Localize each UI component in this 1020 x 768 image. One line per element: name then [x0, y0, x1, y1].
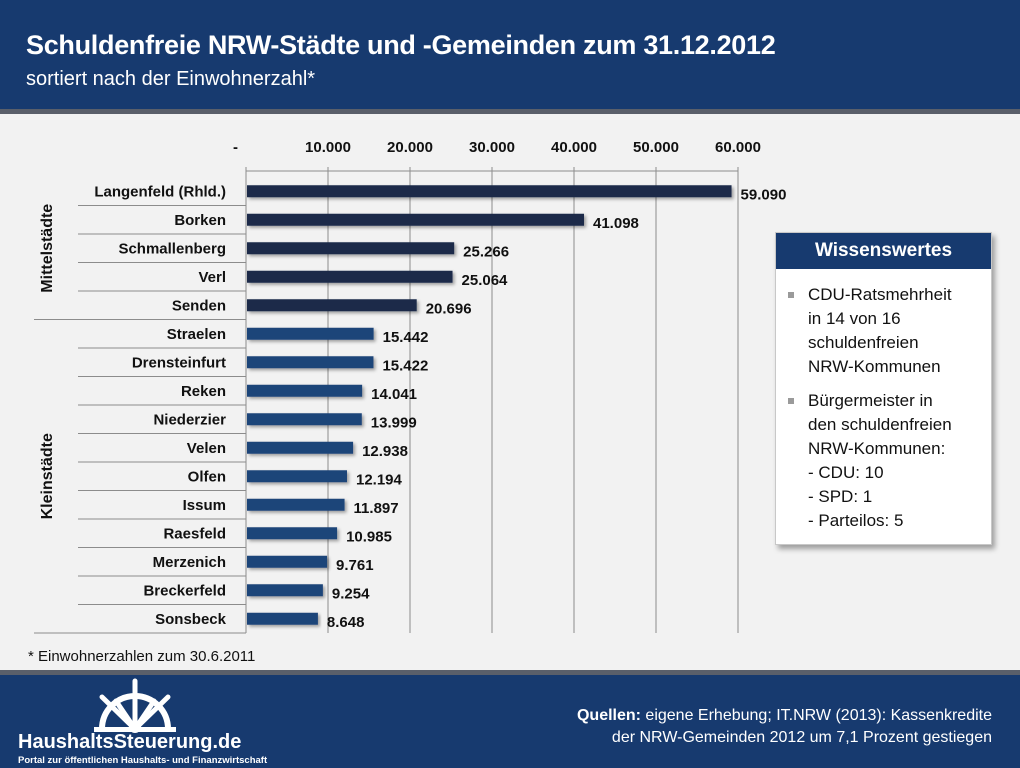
value-label: 8.648: [327, 614, 365, 631]
category-label: Breckerfeld: [143, 582, 226, 599]
bullet-icon: [788, 398, 794, 404]
ship-wheel-icon: [94, 678, 176, 733]
bar: [247, 584, 323, 597]
value-label: 59.090: [741, 186, 787, 203]
value-label: 25.266: [463, 243, 509, 260]
page-subtitle: sortiert nach der Einwohnerzahl*: [26, 68, 316, 90]
value-label: 15.422: [382, 357, 428, 374]
value-label: 9.761: [336, 557, 374, 574]
category-label: Straelen: [167, 326, 226, 343]
info-box-line: den schuldenfreien: [808, 415, 952, 434]
bar: [247, 555, 328, 568]
bar-chart: - 10.000 20.000 30.000 40.000 50.000 60.000 Mit…: [0, 120, 1020, 660]
logo-tagline: Portal zur öffentlichen Haushalts- und F…: [18, 755, 268, 766]
bar: [247, 356, 374, 369]
bar: [247, 384, 363, 397]
info-box-line: - SPD: 1: [808, 487, 873, 506]
bar: [247, 213, 585, 226]
category-label: Langenfeld (Rhld.): [94, 183, 226, 200]
x-tick-label: 30.000: [469, 139, 515, 156]
bullet-icon: [788, 292, 794, 298]
category-label: Senden: [172, 297, 226, 314]
info-box-line: CDU-Ratsmehrheit: [808, 285, 952, 304]
bar: [247, 185, 732, 198]
sources-text-1: eigene Erhebung; IT.NRW (2013): Kassenkr…: [640, 707, 992, 724]
bar: [247, 612, 318, 625]
category-label: Schmallenberg: [118, 240, 226, 257]
footnote: * Einwohnerzahlen zum 30.6.2011: [28, 648, 256, 665]
info-box-line: schuldenfreien: [808, 333, 919, 352]
info-box-item: CDU-Ratsmehrheit in 14 von 16 schuldenfrei…: [788, 283, 981, 379]
category-label: Raesfeld: [163, 525, 226, 542]
logo-name: HaushaltsSteuerung.de: [18, 731, 242, 753]
category-label: Drensteinfurt: [132, 354, 226, 371]
value-label: 13.999: [371, 414, 417, 431]
info-box-line: in 14 von 16: [808, 309, 901, 328]
info-box-title: Wissenswertes: [776, 233, 991, 269]
bar: [247, 441, 354, 454]
sources-line-2: der NRW-Gemeinden 2012 um 7,1 Prozent ge…: [611, 729, 992, 746]
group-label: Kleinstädte: [39, 433, 56, 519]
sources-label: Quellen:: [576, 707, 641, 724]
value-label: 41.098: [593, 215, 639, 232]
group-label: Mittelstädte: [39, 204, 56, 293]
x-tick-label: 60.000: [715, 139, 761, 156]
bar: [247, 270, 453, 283]
chart-svg: - 10.000 20.000 30.000 40.000 50.000 60.000 Mit…: [34, 139, 787, 634]
value-label: 15.442: [383, 329, 429, 346]
footer-band: HaushaltsSteuerung.de Portal zur öffentl…: [0, 670, 1020, 768]
value-label: 12.938: [362, 443, 408, 460]
info-box-line: NRW-Kommunen:: [808, 439, 946, 458]
header-band: Schuldenfreie NRW-Städte und -Gemeinden …: [0, 0, 1020, 114]
category-label: Borken: [174, 212, 226, 229]
bar: [247, 242, 455, 255]
x-tick-label: -: [233, 139, 238, 156]
category-label: Olfen: [188, 468, 226, 485]
value-label: 14.041: [371, 386, 417, 403]
x-tick-label: 40.000: [551, 139, 597, 156]
bar: [247, 498, 345, 511]
category-label: Verl: [198, 269, 226, 286]
info-box: Wissenswertes CDU-Ratsmehrheit in 14 von …: [775, 232, 992, 545]
info-box-line: NRW-Kommunen: [808, 357, 941, 376]
bar: [247, 299, 417, 312]
info-box-item: Bürgermeister in den schuldenfreien NRW-Ko…: [788, 389, 981, 533]
x-tick-label: 50.000: [633, 139, 679, 156]
category-label: Issum: [183, 497, 226, 514]
value-label: 9.254: [332, 585, 370, 602]
category-label: Reken: [181, 383, 226, 400]
bar: [247, 413, 362, 426]
value-label: 10.985: [346, 528, 392, 545]
bar: [247, 327, 374, 340]
sources-text: Quellen: eigene Erhebung; IT.NRW (2013):…: [577, 705, 992, 749]
category-label: Niederzier: [153, 411, 226, 428]
sources-line-1: Quellen: eigene Erhebung; IT.NRW (2013):…: [577, 705, 992, 727]
category-label: Velen: [187, 440, 226, 457]
x-tick-label: 10.000: [305, 139, 351, 156]
info-box-line: - Parteilos: 5: [808, 511, 904, 530]
bar: [247, 527, 338, 540]
x-tick-label: 20.000: [387, 139, 433, 156]
category-label: Sonsbeck: [155, 611, 227, 628]
value-label: 25.064: [462, 272, 509, 289]
bar: [247, 470, 347, 483]
value-label: 20.696: [426, 300, 472, 317]
info-box-list: CDU-Ratsmehrheit in 14 von 16 schuldenfrei…: [776, 269, 991, 533]
page-title: Schuldenfreie NRW-Städte und -Gemeinden …: [26, 30, 776, 60]
value-label: 11.897: [354, 500, 399, 517]
info-box-line: - CDU: 10: [808, 463, 884, 482]
category-label: Merzenich: [153, 554, 226, 571]
info-box-line: Bürgermeister in: [808, 391, 933, 410]
value-label: 12.194: [356, 471, 403, 488]
